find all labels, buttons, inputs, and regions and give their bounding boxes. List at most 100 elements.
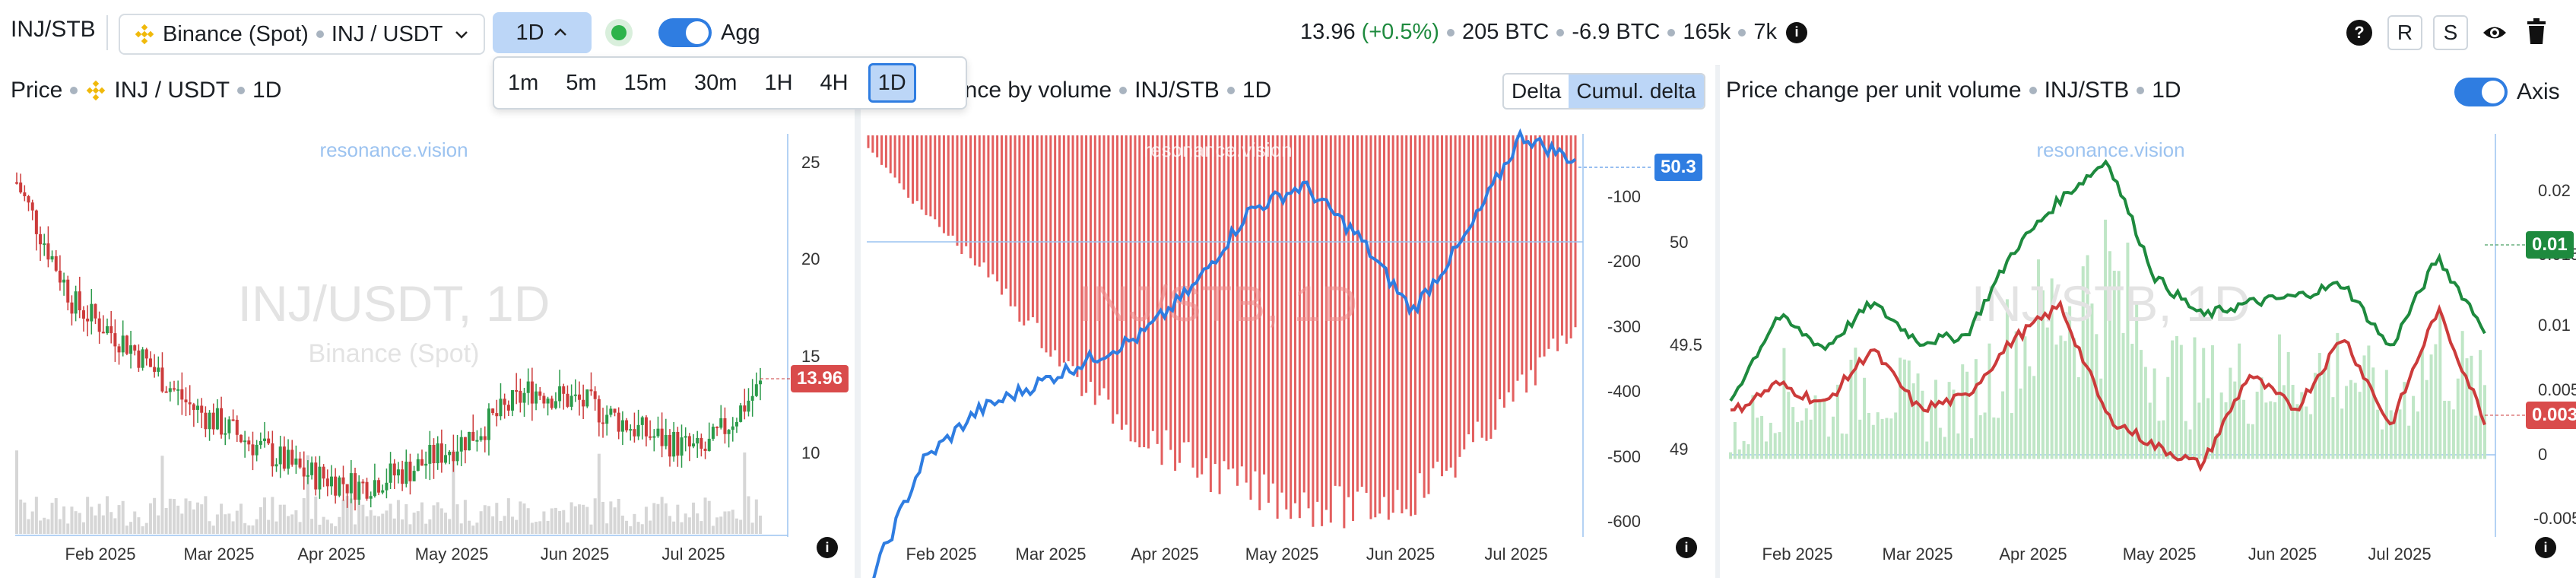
volume-bar bbox=[664, 503, 668, 534]
delta-bar bbox=[1000, 135, 1003, 295]
candle-body bbox=[734, 421, 738, 427]
change-bar bbox=[2010, 413, 2013, 459]
volume-panel: ance by volume INJ/STB 1D Delta Cumul. d… bbox=[861, 65, 1715, 578]
volume-bar bbox=[322, 516, 325, 534]
volume-bar bbox=[329, 523, 333, 534]
change-bar bbox=[2460, 331, 2464, 459]
interval-option-5m[interactable]: 5m bbox=[566, 70, 597, 95]
interval-option-15m[interactable]: 15m bbox=[623, 70, 668, 95]
candle-body bbox=[703, 448, 707, 451]
volume-bar bbox=[495, 503, 499, 534]
interval-option-1m[interactable]: 1m bbox=[508, 70, 539, 95]
candle-body bbox=[483, 436, 487, 440]
candle-body bbox=[129, 345, 133, 354]
change-bar bbox=[2412, 395, 2416, 459]
candle-body bbox=[208, 412, 211, 430]
candle-body bbox=[392, 463, 396, 476]
delta-bar bbox=[1254, 135, 1257, 472]
tab-cumul-delta[interactable]: Cumul. delta bbox=[1569, 75, 1704, 108]
divider bbox=[106, 15, 108, 50]
delta-bar bbox=[969, 135, 972, 259]
axis-toggle[interactable] bbox=[2454, 78, 2508, 106]
candle-body bbox=[759, 380, 762, 385]
price-chart[interactable]: resonance.vision INJ/USDT, 1D Binance (S… bbox=[0, 65, 855, 578]
x-tick: Apr 2025 bbox=[1131, 545, 1198, 564]
info-icon[interactable]: i bbox=[817, 537, 838, 558]
r-button[interactable]: R bbox=[2387, 15, 2422, 50]
tab-delta[interactable]: Delta bbox=[1512, 79, 1562, 103]
delta-bar bbox=[1298, 135, 1301, 519]
delta-bar bbox=[898, 135, 901, 184]
candle-body bbox=[558, 386, 562, 402]
change-bar bbox=[2135, 303, 2139, 459]
change-bar bbox=[2479, 350, 2482, 459]
change-bar bbox=[1782, 348, 1786, 459]
candle-body bbox=[192, 404, 195, 410]
delta-bar bbox=[1560, 135, 1563, 336]
volume-bar bbox=[542, 511, 546, 534]
interval-option-1h[interactable]: 1H bbox=[764, 70, 793, 95]
trash-icon[interactable] bbox=[2526, 18, 2547, 46]
delta-bar bbox=[920, 135, 923, 210]
delta-bar bbox=[1196, 135, 1199, 478]
interval-option-30m[interactable]: 30m bbox=[694, 70, 738, 95]
delta-bar bbox=[1463, 135, 1466, 449]
volume-bar bbox=[731, 510, 734, 534]
candle-body bbox=[428, 444, 432, 464]
y-tick-left: -200 bbox=[1607, 252, 1641, 271]
exchange-pair-select[interactable]: Binance (Spot) INJ / USDT bbox=[119, 14, 486, 55]
change-bar bbox=[2345, 386, 2349, 459]
change-bar bbox=[2443, 400, 2447, 459]
change-bar bbox=[2327, 356, 2330, 459]
symbol-label[interactable]: INJ/STB bbox=[11, 17, 96, 42]
change-bar bbox=[1925, 441, 1929, 459]
help-icon[interactable]: ? bbox=[2346, 20, 2372, 46]
volume-bar bbox=[354, 524, 357, 534]
candle-body bbox=[620, 420, 624, 432]
delta-bar bbox=[1556, 135, 1559, 351]
candle-body bbox=[278, 446, 282, 465]
delta-bar bbox=[1093, 135, 1096, 405]
volume-bar bbox=[94, 515, 97, 534]
delta-bar bbox=[1507, 135, 1510, 392]
candle-body bbox=[23, 192, 27, 197]
candle-body bbox=[739, 405, 743, 422]
change-bar bbox=[1832, 416, 1835, 459]
delta-bar bbox=[1302, 135, 1305, 493]
interval-option-1d[interactable]: 1D bbox=[868, 63, 916, 103]
change-bar bbox=[2014, 331, 2018, 459]
candle-body bbox=[455, 451, 459, 462]
candle-body bbox=[731, 426, 734, 430]
delta-bar bbox=[1213, 135, 1217, 465]
watermark-symbol: INJ/USDT, 1D bbox=[238, 275, 550, 332]
candle-body bbox=[589, 389, 593, 392]
candle-body bbox=[231, 419, 235, 421]
delta-bar bbox=[867, 135, 870, 148]
volume-bar bbox=[290, 514, 294, 534]
candle-body bbox=[46, 243, 50, 260]
info-icon[interactable]: i bbox=[1676, 537, 1697, 558]
delta-bar bbox=[1338, 135, 1341, 487]
eye-icon[interactable] bbox=[2482, 21, 2508, 44]
agg-toggle[interactable] bbox=[658, 18, 712, 47]
volume-chart[interactable]: resonance.vision INJ/STB, 1D -100 -200 -… bbox=[861, 65, 1715, 578]
change-bar bbox=[2340, 408, 2344, 459]
live-status-indicator[interactable] bbox=[605, 19, 633, 46]
candle-body bbox=[444, 455, 448, 463]
s-button[interactable]: S bbox=[2433, 15, 2468, 50]
volume-bar bbox=[81, 522, 85, 534]
interval-option-4h[interactable]: 4H bbox=[820, 70, 849, 95]
info-icon[interactable]: i bbox=[1785, 21, 1807, 43]
stat-delta: -6.9 BTC bbox=[1572, 20, 1661, 44]
change-chart[interactable]: resonance.vision INJ/STB, 1D 0.02 0.015 … bbox=[1720, 65, 2576, 578]
interval-select[interactable]: 1D bbox=[493, 12, 592, 53]
info-icon[interactable]: i bbox=[2535, 537, 2556, 558]
panel-pair: INJ / USDT bbox=[114, 78, 230, 103]
delta-bar bbox=[1218, 135, 1221, 494]
volume-bar bbox=[200, 504, 204, 534]
volume-bar bbox=[546, 520, 550, 534]
watermark-symbol: INJ/STB, 1D bbox=[1972, 275, 2251, 332]
chevron-down-icon bbox=[455, 31, 468, 39]
delta-bar bbox=[1169, 135, 1172, 450]
candle-body bbox=[106, 326, 109, 334]
